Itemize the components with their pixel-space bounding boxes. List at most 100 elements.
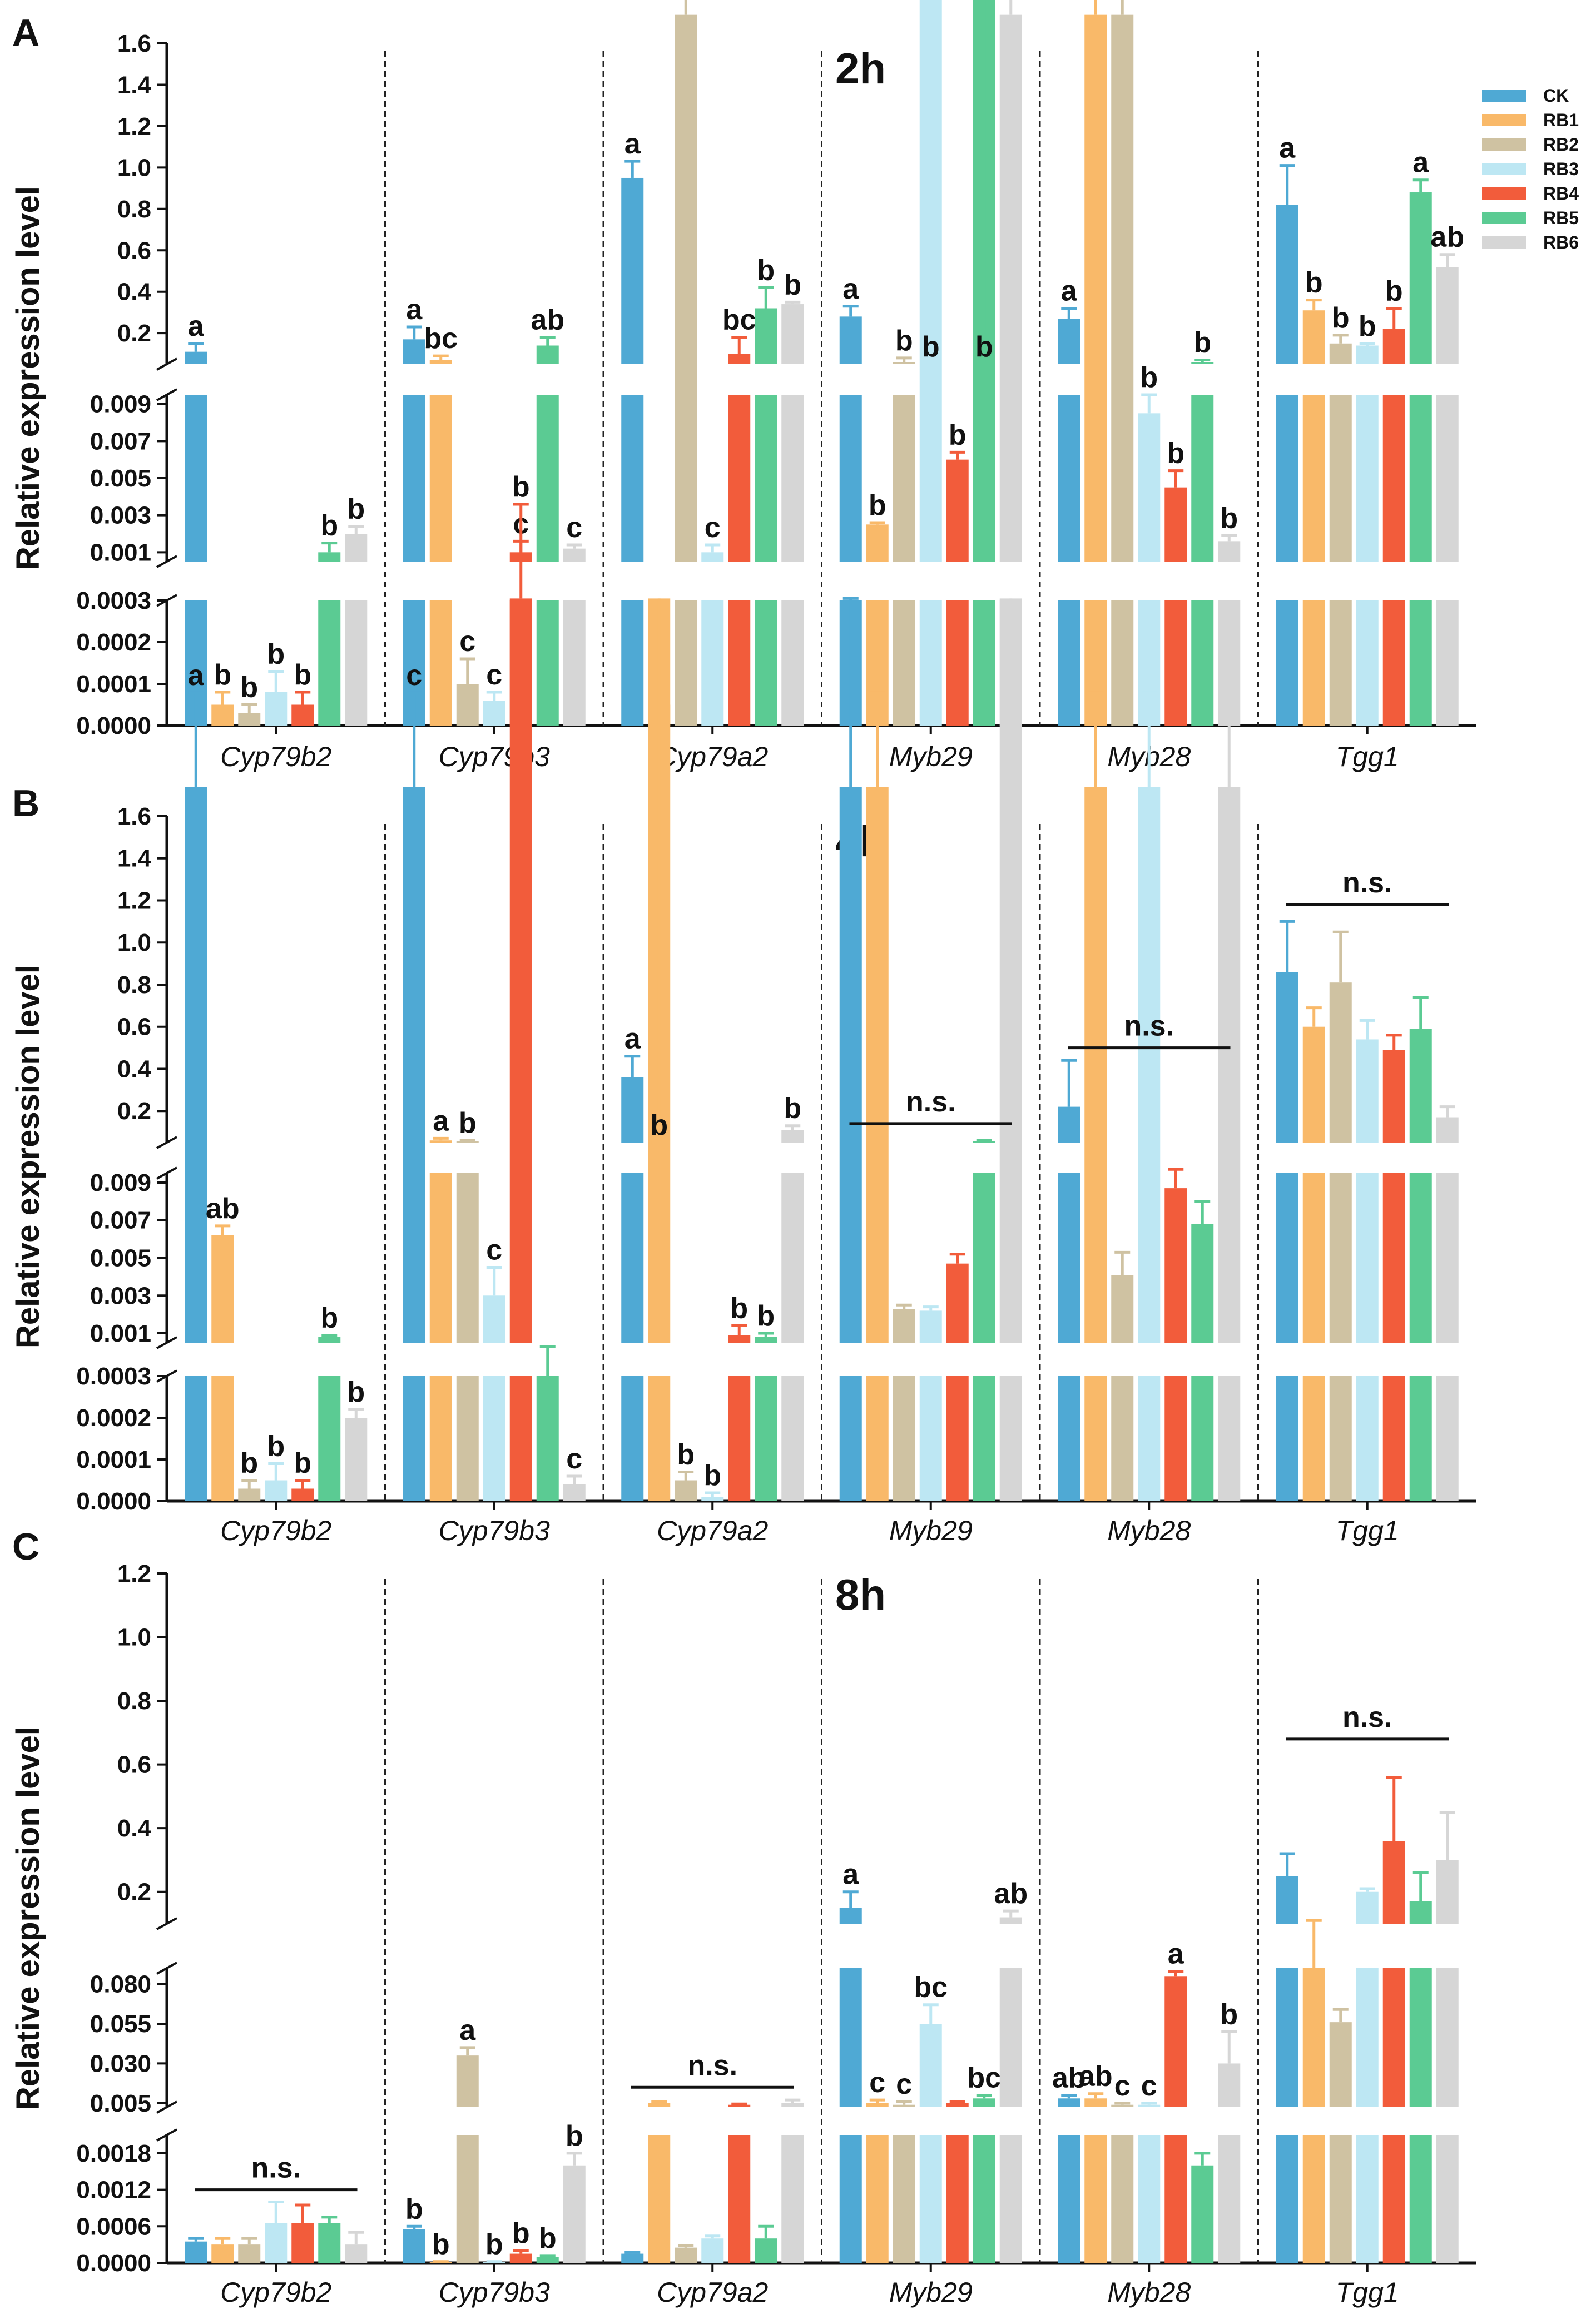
bar-rb5 xyxy=(1409,1968,1432,2107)
bar-rb2 xyxy=(456,684,479,726)
bar-rb6 xyxy=(345,2244,368,2263)
bar-rb3 xyxy=(919,1376,942,1501)
significance-letter: c xyxy=(486,659,502,691)
y-tick-label: 1.4 xyxy=(117,845,152,872)
bar-ck xyxy=(621,1173,644,1343)
y-tick-label: 0.6 xyxy=(117,1014,151,1041)
bar-rb4 xyxy=(1382,600,1405,726)
bar-rb2 xyxy=(238,713,261,726)
bar-rb6 xyxy=(781,1376,804,1501)
significance-letter: c xyxy=(566,1443,582,1475)
bar-rb3 xyxy=(701,552,724,562)
significance-letter: c xyxy=(459,625,475,658)
bar-rb1 xyxy=(429,1173,452,1343)
bar-rb5 xyxy=(1409,1901,1432,1924)
significance-letter: b xyxy=(405,2193,423,2225)
bar-rb2 xyxy=(893,2135,915,2263)
y-tick-label: 0.007 xyxy=(90,1207,151,1234)
bar-ck xyxy=(1058,395,1080,562)
bar-rb1 xyxy=(1302,1968,1325,2107)
legend-swatch-rb6 xyxy=(1482,236,1526,249)
y-tick-label: 0.6 xyxy=(117,1751,151,1779)
significance-letter: b xyxy=(757,254,775,286)
y-tick-label: 1.0 xyxy=(117,929,151,956)
bar-rb5 xyxy=(973,2135,995,2263)
bar-rb3 xyxy=(1138,1376,1161,1501)
bar-rb5 xyxy=(318,1376,341,1501)
bar-ck xyxy=(185,395,207,562)
bar-ck xyxy=(1276,1173,1298,1343)
significance-letter: b xyxy=(757,1300,775,1332)
bar-rb3 xyxy=(483,1295,505,1343)
bar-rb5 xyxy=(973,2098,995,2107)
x-tick-label: Cyp79a2 xyxy=(657,741,768,772)
bar-rb6 xyxy=(781,1173,804,1343)
bar-rb4 xyxy=(291,704,314,726)
significance-letter: a xyxy=(433,1105,449,1137)
bar-rb1 xyxy=(648,1376,671,1501)
bar-ck xyxy=(839,1908,862,1924)
panel-title: 8h xyxy=(835,1570,886,1619)
significance-letter: b xyxy=(294,659,311,691)
y-tick-label: 0.2 xyxy=(117,320,151,347)
significance-letter: b xyxy=(975,331,993,363)
bar-rb2 xyxy=(1111,2135,1134,2263)
bar-rb2 xyxy=(1329,1376,1352,1501)
y-tick-label: 0.4 xyxy=(117,1815,152,1842)
bar-rb3 xyxy=(919,1310,942,1343)
bar-rb6 xyxy=(1436,1173,1459,1343)
bar-rb4 xyxy=(946,600,969,726)
significance-letter: b xyxy=(485,2228,503,2261)
bar-rb1 xyxy=(648,2135,671,2263)
significance-letter: b xyxy=(869,489,886,522)
bar-rb3 xyxy=(1356,395,1379,562)
significance-letter: b xyxy=(1193,327,1211,359)
y-tick-label: 0.0002 xyxy=(76,1404,151,1432)
y-axis-label: Relative expression level xyxy=(10,186,46,570)
bar-ck xyxy=(1058,319,1080,364)
bar-rb5 xyxy=(318,552,341,562)
bar-ck xyxy=(621,1376,644,1501)
x-tick-label: Cyp79b3 xyxy=(439,2277,550,2308)
y-tick-label: 0.4 xyxy=(117,1055,152,1082)
y-tick-label: 0.0006 xyxy=(76,2213,151,2240)
significance-letter: a xyxy=(1279,132,1296,165)
bar-rb6 xyxy=(999,1376,1022,1501)
bar-rb5 xyxy=(1191,2165,1214,2263)
y-tick-label: 0.0012 xyxy=(76,2177,151,2204)
significance-letter: b xyxy=(459,1107,477,1139)
bar-rb4 xyxy=(291,2223,314,2263)
y-tick-label: 0.0000 xyxy=(76,2249,151,2277)
bar-ck xyxy=(621,600,644,726)
legend-swatch-rb5 xyxy=(1482,212,1526,224)
significance-letter: b xyxy=(512,471,530,503)
bar-rb5 xyxy=(1409,1376,1432,1501)
bar-rb6 xyxy=(345,534,368,562)
bar-rb2 xyxy=(456,2055,479,2107)
bar-rb5 xyxy=(755,1376,777,1501)
bar-rb1 xyxy=(1302,310,1325,364)
bar-rb2 xyxy=(456,1173,479,1343)
bar-rb4 xyxy=(1382,2135,1405,2263)
x-tick-label: Cyp79b3 xyxy=(439,741,550,772)
bar-rb1 xyxy=(866,787,889,1343)
bar-rb3 xyxy=(701,2238,724,2263)
y-tick-label: 0.2 xyxy=(117,1879,151,1906)
bar-rb6 xyxy=(1218,1376,1241,1501)
bar-ck xyxy=(839,316,862,364)
axis-break-mark xyxy=(156,2128,177,2142)
bar-rb4 xyxy=(509,2253,532,2263)
bar-rb4 xyxy=(728,354,751,364)
significance-letter: b xyxy=(895,325,913,357)
bar-rb6 xyxy=(781,1130,804,1143)
bar-rb4 xyxy=(728,1335,751,1343)
bar-rb1 xyxy=(1302,1026,1325,1143)
bar-rb5 xyxy=(1409,192,1432,364)
bar-rb5 xyxy=(1191,1376,1214,1501)
significance-letter: c xyxy=(1141,2070,1157,2102)
x-tick-label: Tgg1 xyxy=(1336,1515,1399,1546)
bar-rb4 xyxy=(728,2135,751,2263)
legend-label-rb3: RB3 xyxy=(1543,159,1579,179)
legend-swatch-rb2 xyxy=(1482,138,1526,151)
y-tick-label: 0.6 xyxy=(117,237,151,264)
